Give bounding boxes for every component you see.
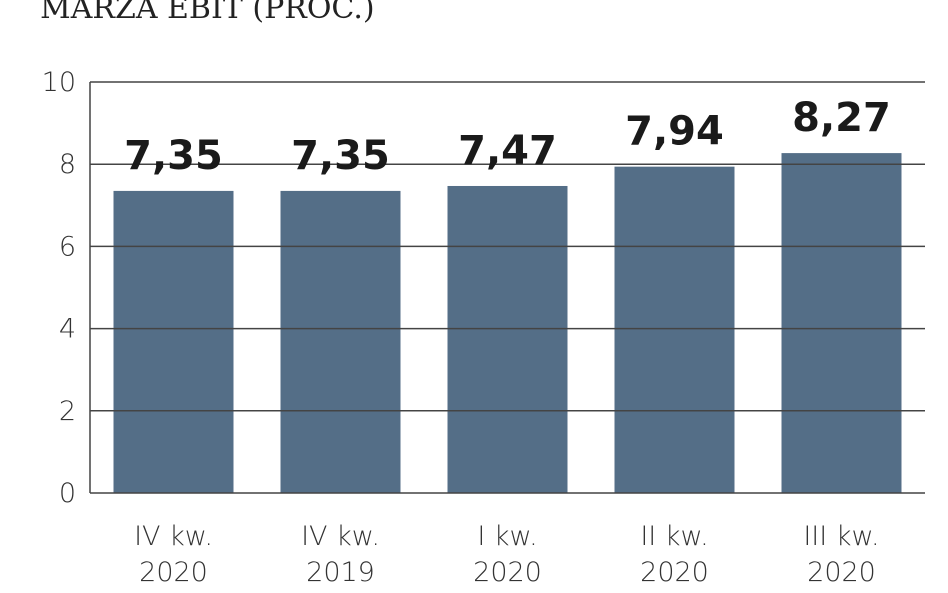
x-tick-label: IV kw. (134, 521, 213, 552)
bar (447, 185, 568, 493)
x-tick-label: IV kw. (301, 521, 380, 552)
x-tick-label: 2020 (640, 557, 709, 588)
x-tick-label: III kw. (803, 521, 879, 552)
y-tick-label: 0 (59, 478, 76, 509)
chart-title: MARŻA EBIT (PROC.) (40, 0, 375, 26)
x-tick-label: 2020 (139, 557, 208, 588)
y-tick-label: 8 (59, 149, 76, 180)
value-label: 7,47 (458, 128, 557, 174)
y-tick-label: 10 (42, 67, 76, 98)
bar (781, 153, 902, 493)
x-tick-label: 2020 (473, 557, 542, 588)
x-tick-label: 2020 (807, 557, 876, 588)
value-label: 7,35 (124, 133, 223, 179)
value-label: 7,35 (291, 133, 390, 179)
value-label: 8,27 (792, 95, 891, 141)
x-tick-label: II kw. (640, 521, 708, 552)
x-tick-label: 2019 (306, 557, 375, 588)
y-tick-label: 2 (59, 396, 76, 427)
value-label: 7,94 (625, 109, 724, 155)
bar (614, 166, 735, 493)
x-tick-label: I kw. (477, 521, 537, 552)
bar (280, 190, 401, 494)
y-tick-label: 4 (59, 314, 76, 345)
y-tick-label: 6 (59, 231, 76, 262)
bar (113, 190, 234, 494)
